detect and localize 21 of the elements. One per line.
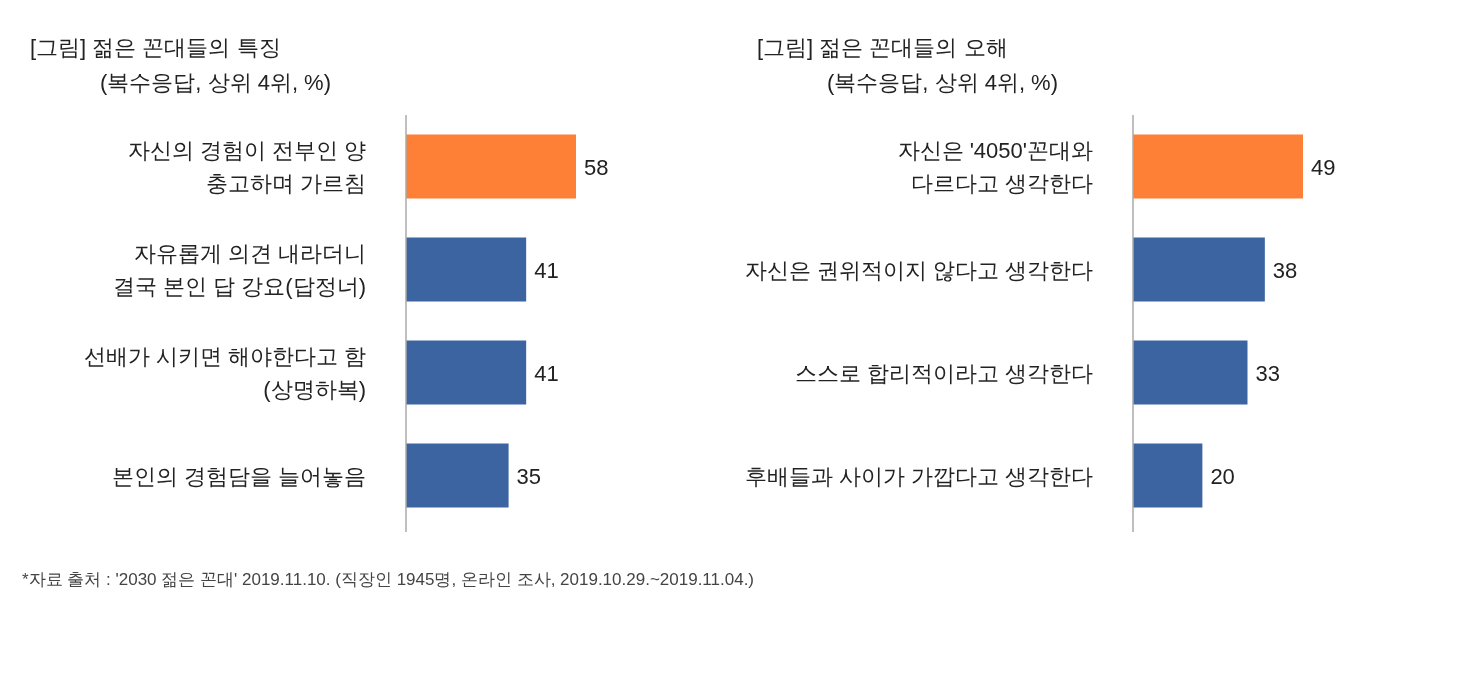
y-tick-label: 선배가 시키면 해야한다고 함 (상명하복)	[83, 344, 366, 402]
y-tick-label: 자신의 경험이 전부인 양 충고하며 가르침	[127, 138, 366, 196]
text: (복수응답, 상위 4위, %)	[100, 70, 332, 95]
data-label: 33	[1255, 360, 1280, 386]
text: [그림] 젊은 꼰대들의 오해	[757, 35, 1008, 60]
data-label: 58	[584, 154, 609, 180]
text: [그림] 젊은 꼰대들의 특징	[30, 35, 281, 60]
data-label: 38	[1272, 257, 1298, 283]
data-label: 41	[534, 257, 559, 283]
text: *자료 출처 : '2030 젊은 꼰대' 2019.11.10. (직장인 1945명, 온라인 조사, 2019.10.29.~2019.11.04.)	[22, 570, 755, 589]
data-label: 49	[1311, 154, 1336, 180]
y-tick-label: 자신은 권위적이지 않다고 생각한다	[744, 257, 1093, 283]
y-tick-label: 자신은 '4050'꼰대와 다르다고 생각한다	[897, 138, 1093, 196]
data-label: 20	[1210, 463, 1235, 489]
y-tick-label: 자유롭게 의견 내라더니 결국 본인 답 강요(답정너)	[113, 241, 366, 299]
text: (복수응답, 상위 4위, %)	[827, 70, 1059, 95]
y-tick-label: 본인의 경험담을 늘어놓음	[111, 463, 366, 489]
data-label: 35	[516, 463, 542, 489]
y-tick-label: 스스로 합리적이라고 생각한다	[794, 360, 1093, 386]
y-tick-label: 후배들과 사이가 가깝다고 생각한다	[744, 463, 1093, 489]
data-label: 41	[534, 360, 559, 386]
